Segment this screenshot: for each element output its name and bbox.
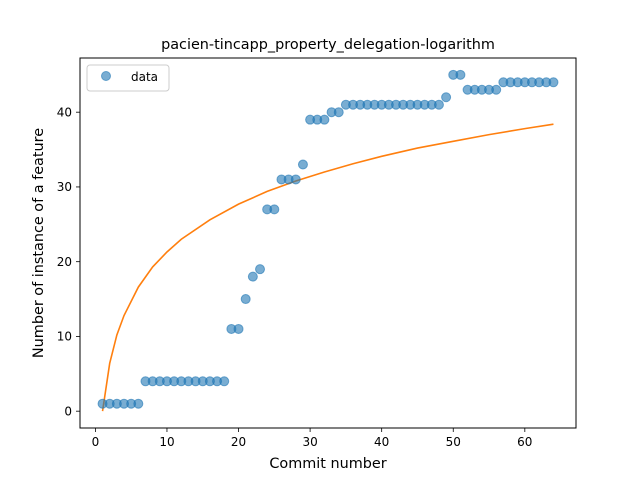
data-point bbox=[133, 398, 144, 409]
x-tick-label: 40 bbox=[374, 435, 389, 449]
chart-title: pacien-tincapp_property_delegation-logar… bbox=[161, 37, 495, 53]
legend: data bbox=[86, 64, 170, 92]
data-point bbox=[455, 69, 466, 80]
data-point bbox=[290, 174, 301, 185]
legend-marker bbox=[101, 71, 111, 81]
x-tick-label: 20 bbox=[231, 435, 246, 449]
y-tick-label: 20 bbox=[57, 255, 72, 269]
fit-line-series bbox=[101, 123, 554, 412]
data-point bbox=[297, 159, 308, 170]
fit-line bbox=[101, 123, 554, 412]
x-axis: 0 10 20 30 40 50 60 bbox=[92, 428, 532, 449]
data-points-series bbox=[97, 69, 559, 409]
data-point bbox=[240, 294, 251, 305]
x-tick-label: 50 bbox=[446, 435, 461, 449]
legend-label-data: data bbox=[131, 70, 158, 84]
data-point bbox=[319, 114, 330, 125]
y-tick-label: 40 bbox=[57, 105, 72, 119]
axes-frame bbox=[79, 57, 577, 429]
y-tick-label: 30 bbox=[57, 180, 72, 194]
y-tick-label: 0 bbox=[64, 404, 72, 418]
y-axis: 0 10 20 30 40 bbox=[57, 105, 80, 418]
data-point bbox=[491, 84, 502, 95]
x-tick-label: 10 bbox=[159, 435, 174, 449]
plot-area bbox=[97, 69, 559, 412]
data-point bbox=[255, 264, 266, 275]
y-tick-label: 10 bbox=[57, 330, 72, 344]
data-point bbox=[219, 376, 230, 387]
data-point bbox=[247, 271, 258, 282]
data-point bbox=[441, 92, 452, 103]
data-point bbox=[269, 204, 280, 215]
data-point bbox=[233, 323, 244, 334]
data-point bbox=[548, 77, 559, 88]
x-tick-label: 0 bbox=[92, 435, 100, 449]
x-tick-label: 60 bbox=[517, 435, 532, 449]
x-axis-label: Commit number bbox=[269, 456, 386, 472]
data-point bbox=[433, 99, 444, 110]
data-point bbox=[333, 107, 344, 118]
y-axis-label: Number of instance of a feature bbox=[31, 128, 47, 358]
x-tick-label: 30 bbox=[302, 435, 317, 449]
